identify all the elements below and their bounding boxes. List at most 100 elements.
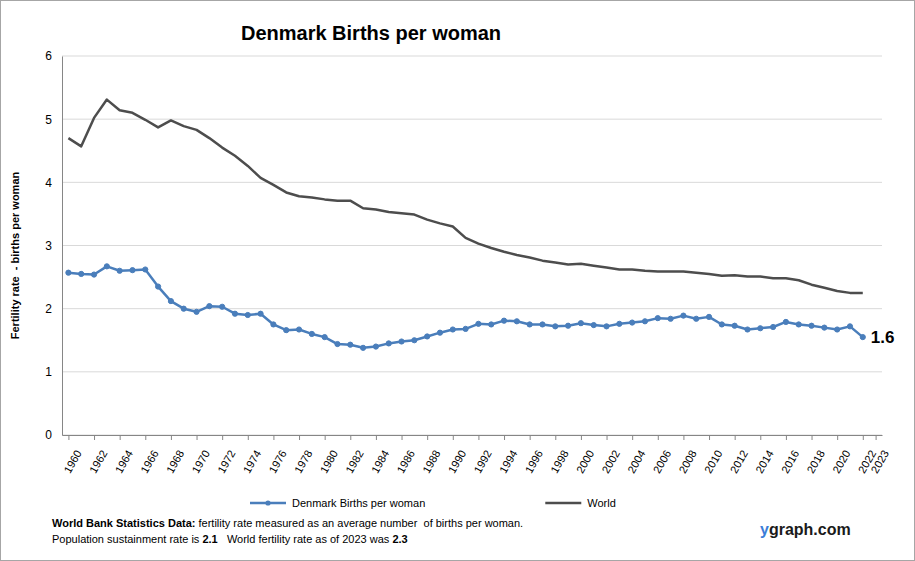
x-tick-mark <box>555 435 556 440</box>
series-marker <box>706 314 711 319</box>
series-marker <box>91 272 96 277</box>
legend: Denmark Births per womanWorld <box>250 497 616 509</box>
x-axis-line <box>63 435 883 436</box>
x-tick-mark <box>478 435 479 440</box>
series-marker <box>822 325 827 330</box>
series-marker <box>565 323 570 328</box>
x-tick-label: 1980 <box>318 448 341 475</box>
series-marker <box>860 334 865 339</box>
x-tick: 1968 <box>164 435 187 475</box>
x-tick-mark <box>145 435 146 440</box>
x-tick: 1988 <box>420 435 443 475</box>
x-tick: 1992 <box>471 435 494 475</box>
series-marker <box>591 322 596 327</box>
series-marker <box>642 319 647 324</box>
series-marker <box>104 264 109 269</box>
series-marker <box>425 334 430 339</box>
x-tick-mark <box>683 435 684 440</box>
x-tick: 1980 <box>318 435 341 475</box>
x-tick-mark <box>222 435 223 440</box>
x-tick: 1960 <box>61 435 84 475</box>
x-tick-mark <box>248 435 249 440</box>
x-tick: 1976 <box>266 435 289 475</box>
x-tick-mark <box>402 435 403 440</box>
series-marker <box>835 327 840 332</box>
y-tick-label: 3 <box>45 239 52 253</box>
x-tick-mark <box>735 435 736 440</box>
x-tick: 2012 <box>728 435 751 475</box>
y-tick: 6 <box>45 49 62 63</box>
grid-line <box>62 182 882 183</box>
legend-item: World <box>545 497 616 509</box>
series-marker <box>719 322 724 327</box>
x-tick-label: 1992 <box>471 448 494 475</box>
series-marker <box>463 326 468 331</box>
x-tick-label: 2018 <box>804 448 827 475</box>
x-tick-label: 1988 <box>420 448 443 475</box>
x-tick-mark <box>658 435 659 440</box>
y-tick-label: 0 <box>45 428 52 442</box>
source-part: graph.com <box>769 521 851 538</box>
series-marker <box>681 313 686 318</box>
x-tick: 1990 <box>446 435 469 475</box>
x-tick-mark <box>581 435 582 440</box>
series-marker <box>412 338 417 343</box>
y-tick: 5 <box>45 113 62 127</box>
annotation: 1.6 <box>871 328 895 347</box>
x-tick: 2006 <box>651 435 674 475</box>
x-tick-label: 1962 <box>87 448 110 475</box>
legend-label: World <box>587 497 616 509</box>
series-marker <box>284 328 289 333</box>
series-marker <box>450 327 455 332</box>
series-marker <box>207 304 212 309</box>
y-tick: 0 <box>45 428 62 442</box>
x-tick-mark <box>607 435 608 440</box>
x-tick-mark <box>453 435 454 440</box>
series-marker <box>399 339 404 344</box>
series-marker <box>194 309 199 314</box>
x-tick-label: 1960 <box>61 448 84 475</box>
source-part: y <box>760 521 769 538</box>
series-marker <box>437 330 442 335</box>
x-tick-label: 1984 <box>369 448 392 475</box>
note: Population sustainment rate is 2.1 World… <box>52 533 408 545</box>
series-marker <box>770 324 775 329</box>
series-marker <box>386 341 391 346</box>
y-tick: 2 <box>45 302 62 316</box>
x-tick-label: 2014 <box>753 448 776 475</box>
plot-area <box>66 100 866 351</box>
series-line <box>68 266 862 347</box>
x-tick: 1984 <box>369 435 392 475</box>
x-tick-label: 1994 <box>497 448 520 475</box>
series-marker <box>476 321 481 326</box>
grid-line <box>62 245 882 246</box>
x-tick-mark <box>120 435 121 440</box>
x-tick-label: 1968 <box>164 448 187 475</box>
series-marker <box>245 312 250 317</box>
series-marker <box>373 344 378 349</box>
legend-swatch <box>545 502 581 505</box>
series-marker <box>694 316 699 321</box>
x-tick-label: 2010 <box>702 448 725 475</box>
series-marker <box>809 323 814 328</box>
x-tick-mark <box>197 435 198 440</box>
x-tick-mark <box>376 435 377 440</box>
title: Denmark Births per woman <box>241 22 501 44</box>
x-tick-mark <box>273 435 274 440</box>
x-tick-label: 1982 <box>343 448 366 475</box>
note-part: World fertility rate as of 2023 was <box>218 533 393 545</box>
x-tick: 2016 <box>779 435 802 475</box>
y-tick: 1 <box>45 365 62 379</box>
x-tick-label: 1990 <box>446 448 469 475</box>
grid <box>62 56 882 435</box>
x-tick-label: 2002 <box>599 448 622 475</box>
series-marker <box>655 316 660 321</box>
x-tick: 2008 <box>676 435 699 475</box>
x-tick: 1964 <box>113 435 136 475</box>
series-marker <box>296 327 301 332</box>
x-tick: 1972 <box>215 435 238 475</box>
series-marker <box>553 324 558 329</box>
x-tick: 1996 <box>523 435 546 475</box>
x-tick-mark <box>709 435 710 440</box>
legend-marker <box>265 500 270 505</box>
